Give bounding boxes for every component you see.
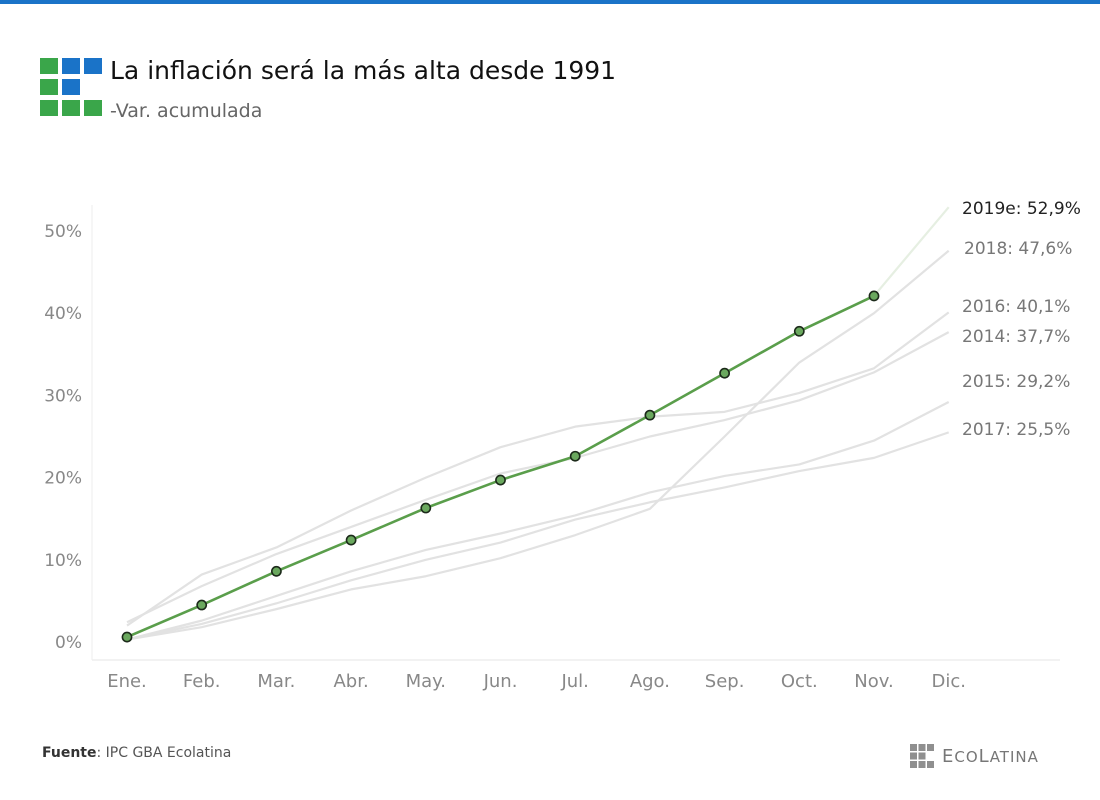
data-point-2019e: [495, 474, 506, 486]
data-point-2019e: [345, 534, 357, 546]
series-line-2019e-estimate: [873, 206, 950, 297]
logo-square: [62, 100, 80, 116]
y-tick-label: 10%: [44, 551, 82, 571]
x-tick-label: Mar.: [257, 671, 295, 692]
source-text: : IPC GBA Ecolatina: [96, 745, 232, 761]
highlight-series: [121, 206, 950, 643]
source-note: Fuente: IPC GBA Ecolatina: [42, 745, 231, 761]
y-tick-label: 50%: [44, 222, 82, 242]
logo-square: [84, 58, 102, 74]
top-accent-bar: [0, 0, 1100, 4]
x-tick-label: Abr.: [333, 671, 368, 692]
brand-footer: ECOLATINA: [910, 744, 1070, 770]
data-point-2019e: [868, 290, 880, 302]
data-point-2019e: [793, 325, 805, 337]
chart-title: La inflación será la más alta desde 1991: [110, 56, 617, 85]
x-axis-ticks: Ene. Feb. Mar. Abr. May. Jun. Jul. Ago. Sep. Oct.…: [107, 671, 966, 692]
x-tick-label: Feb.: [183, 671, 221, 692]
data-point-2019e: [719, 367, 730, 379]
y-tick-label: 30%: [44, 386, 82, 406]
chart-subtitle: -Var. acumulada: [110, 100, 263, 122]
x-tick-label: Nov.: [854, 671, 893, 692]
brand-grid-icon: [910, 744, 934, 768]
logo-square: [62, 79, 80, 95]
series-label-2018: 2018: 47,6%: [964, 239, 1072, 259]
y-axis-ticks: 0% 10% 20% 30% 40% 50%: [44, 222, 82, 653]
data-point-2019e: [644, 409, 656, 421]
x-tick-label: Sep.: [705, 671, 745, 692]
logo-square: [40, 58, 58, 74]
source-label: Fuente: [42, 745, 97, 761]
series-label-2017: 2017: 25,5%: [962, 420, 1070, 440]
x-tick-label: Dic.: [931, 671, 965, 692]
series-line-2015: [126, 400, 950, 641]
x-tick-label: Jul.: [560, 671, 588, 692]
series-label-2019e: 2019e: 52,9%: [962, 199, 1081, 219]
series-line-2017: [126, 431, 950, 641]
x-tick-label: Oct.: [781, 671, 818, 692]
series-line-2018: [126, 249, 950, 641]
logo-square: [62, 58, 80, 74]
series-line-2019e: [126, 294, 875, 639]
data-point-2019e: [569, 450, 581, 462]
inflation-line-chart: 0% 10% 20% 30% 40% 50% Ene. Feb. Mar. Abr. May. Ju…: [44, 199, 1081, 692]
logo-square: [84, 100, 102, 116]
data-point-2019e: [196, 599, 208, 611]
data-point-2019e: [121, 631, 133, 643]
x-tick-label: Jun.: [483, 671, 518, 692]
data-point-2019e: [270, 565, 282, 577]
y-tick-label: 0%: [55, 633, 82, 653]
x-tick-label: May.: [406, 671, 446, 692]
ecolatina-logo-icon: [40, 58, 102, 116]
series-line-2016: [126, 311, 950, 627]
data-point-2019e: [420, 502, 432, 514]
brand-name: ECOLATINA: [942, 746, 1039, 767]
y-tick-label: 40%: [44, 304, 82, 324]
series-label-2015: 2015: 29,2%: [962, 372, 1070, 392]
series-end-labels: 2019e: 52,9% 2018: 47,6% 2016: 40,1% 2014: …: [962, 199, 1081, 440]
x-tick-label: Ago.: [630, 671, 670, 692]
y-tick-label: 20%: [44, 469, 82, 489]
series-label-2016: 2016: 40,1%: [962, 297, 1070, 317]
logo-square: [40, 79, 58, 95]
x-tick-label: Ene.: [107, 671, 147, 692]
series-line-2014: [126, 331, 950, 624]
logo-square: [40, 100, 58, 116]
comparison-series: [126, 249, 950, 641]
series-label-2014: 2014: 37,7%: [962, 327, 1070, 347]
